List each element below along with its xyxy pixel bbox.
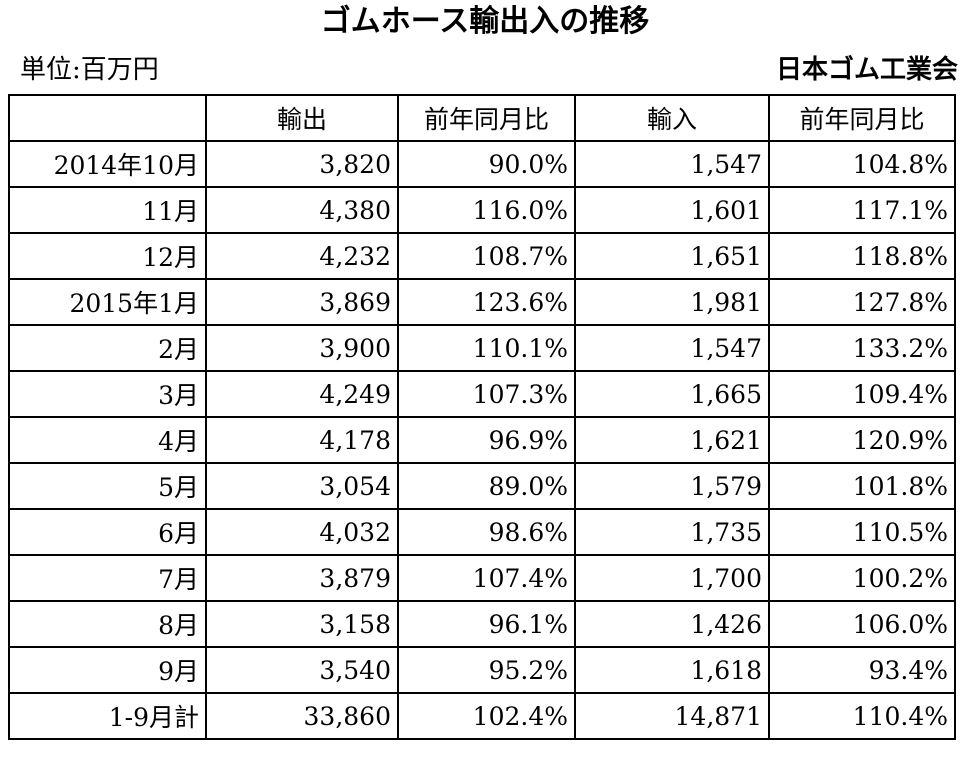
period-cell: 2月 xyxy=(8,324,207,372)
import-cell: 14,871 xyxy=(574,692,770,740)
export-cell: 33,860 xyxy=(205,692,399,740)
import-cell: 1,735 xyxy=(574,508,770,556)
table-row: 12月 4,232 108.7% 1,651 118.8% xyxy=(8,232,956,280)
export-yoy-cell: 98.6% xyxy=(397,508,576,556)
import-yoy-cell: 118.8% xyxy=(768,232,956,280)
source-label: 日本ゴム工業会 xyxy=(775,55,958,85)
period-cell: 1-9月計 xyxy=(8,692,207,740)
export-cell: 3,879 xyxy=(205,554,399,602)
table-row: 8月 3,158 96.1% 1,426 106.0% xyxy=(8,600,956,648)
table-row: 2015年1月 3,869 123.6% 1,981 127.8% xyxy=(8,278,956,326)
header-cell-export: 輸出 xyxy=(205,94,399,142)
table-row: 1-9月計 33,860 102.4% 14,871 110.4% xyxy=(8,692,956,740)
export-cell: 3,054 xyxy=(205,462,399,510)
table-row: 7月 3,879 107.4% 1,700 100.2% xyxy=(8,554,956,602)
import-yoy-cell: 101.8% xyxy=(768,462,956,510)
period-cell: 2015年1月 xyxy=(8,278,207,326)
import-yoy-cell: 110.4% xyxy=(768,692,956,740)
import-yoy-cell: 110.5% xyxy=(768,508,956,556)
import-cell: 1,426 xyxy=(574,600,770,648)
table-row: 4月 4,178 96.9% 1,621 120.9% xyxy=(8,416,956,464)
table-row: 6月 4,032 98.6% 1,735 110.5% xyxy=(8,508,956,556)
table-row: 2月 3,900 110.1% 1,547 133.2% xyxy=(8,324,956,372)
export-yoy-cell: 102.4% xyxy=(397,692,576,740)
table-row: 3月 4,249 107.3% 1,665 109.4% xyxy=(8,370,956,418)
period-cell: 7月 xyxy=(8,554,207,602)
export-yoy-cell: 116.0% xyxy=(397,186,576,234)
export-cell: 4,178 xyxy=(205,416,399,464)
unit-label: 単位:百万円 xyxy=(20,55,159,85)
export-yoy-cell: 107.4% xyxy=(397,554,576,602)
import-yoy-cell: 106.0% xyxy=(768,600,956,648)
export-cell: 3,900 xyxy=(205,324,399,372)
export-yoy-cell: 107.3% xyxy=(397,370,576,418)
export-cell: 3,540 xyxy=(205,646,399,694)
table-row: 2014年10月 3,820 90.0% 1,547 104.8% xyxy=(8,140,956,188)
period-cell: 3月 xyxy=(8,370,207,418)
export-yoy-cell: 110.1% xyxy=(397,324,576,372)
export-yoy-cell: 95.2% xyxy=(397,646,576,694)
import-yoy-cell: 109.4% xyxy=(768,370,956,418)
import-cell: 1,547 xyxy=(574,140,770,188)
table-row: 9月 3,540 95.2% 1,618 93.4% xyxy=(8,646,956,694)
import-cell: 1,547 xyxy=(574,324,770,372)
export-cell: 4,380 xyxy=(205,186,399,234)
export-cell: 4,232 xyxy=(205,232,399,280)
import-cell: 1,651 xyxy=(574,232,770,280)
header-cell-import-yoy: 前年同月比 xyxy=(768,94,956,142)
import-cell: 1,665 xyxy=(574,370,770,418)
import-cell: 1,601 xyxy=(574,186,770,234)
export-cell: 3,869 xyxy=(205,278,399,326)
period-cell: 9月 xyxy=(8,646,207,694)
period-cell: 6月 xyxy=(8,508,207,556)
import-yoy-cell: 100.2% xyxy=(768,554,956,602)
import-yoy-cell: 120.9% xyxy=(768,416,956,464)
import-cell: 1,579 xyxy=(574,462,770,510)
import-cell: 1,700 xyxy=(574,554,770,602)
period-cell: 5月 xyxy=(8,462,207,510)
export-cell: 4,249 xyxy=(205,370,399,418)
header-row: 輸出 前年同月比 輸入 前年同月比 xyxy=(8,94,956,142)
export-cell: 3,820 xyxy=(205,140,399,188)
table-row: 11月 4,380 116.0% 1,601 117.1% xyxy=(8,186,956,234)
period-cell: 12月 xyxy=(8,232,207,280)
import-yoy-cell: 133.2% xyxy=(768,324,956,372)
export-yoy-cell: 123.6% xyxy=(397,278,576,326)
import-yoy-cell: 127.8% xyxy=(768,278,956,326)
period-cell: 11月 xyxy=(8,186,207,234)
export-cell: 4,032 xyxy=(205,508,399,556)
import-cell: 1,618 xyxy=(574,646,770,694)
import-cell: 1,621 xyxy=(574,416,770,464)
period-cell: 8月 xyxy=(8,600,207,648)
import-yoy-cell: 117.1% xyxy=(768,186,956,234)
export-yoy-cell: 96.9% xyxy=(397,416,576,464)
period-cell: 2014年10月 xyxy=(8,140,207,188)
header-cell-export-yoy: 前年同月比 xyxy=(397,94,576,142)
export-yoy-cell: 89.0% xyxy=(397,462,576,510)
export-yoy-cell: 108.7% xyxy=(397,232,576,280)
table-row: 5月 3,054 89.0% 1,579 101.8% xyxy=(8,462,956,510)
trade-table: 輸出 前年同月比 輸入 前年同月比 2014年10月 3,820 90.0% 1,54… xyxy=(8,94,956,740)
header-cell-period xyxy=(8,94,207,142)
export-yoy-cell: 90.0% xyxy=(397,140,576,188)
import-yoy-cell: 104.8% xyxy=(768,140,956,188)
header-cell-import: 輸入 xyxy=(574,94,770,142)
export-cell: 3,158 xyxy=(205,600,399,648)
import-cell: 1,981 xyxy=(574,278,770,326)
export-yoy-cell: 96.1% xyxy=(397,600,576,648)
period-cell: 4月 xyxy=(8,416,207,464)
table-body: 2014年10月 3,820 90.0% 1,547 104.8% 11月 4,380 116… xyxy=(8,140,956,740)
import-yoy-cell: 93.4% xyxy=(768,646,956,694)
page-title: ゴムホース輸出入の推移 xyxy=(320,4,650,39)
